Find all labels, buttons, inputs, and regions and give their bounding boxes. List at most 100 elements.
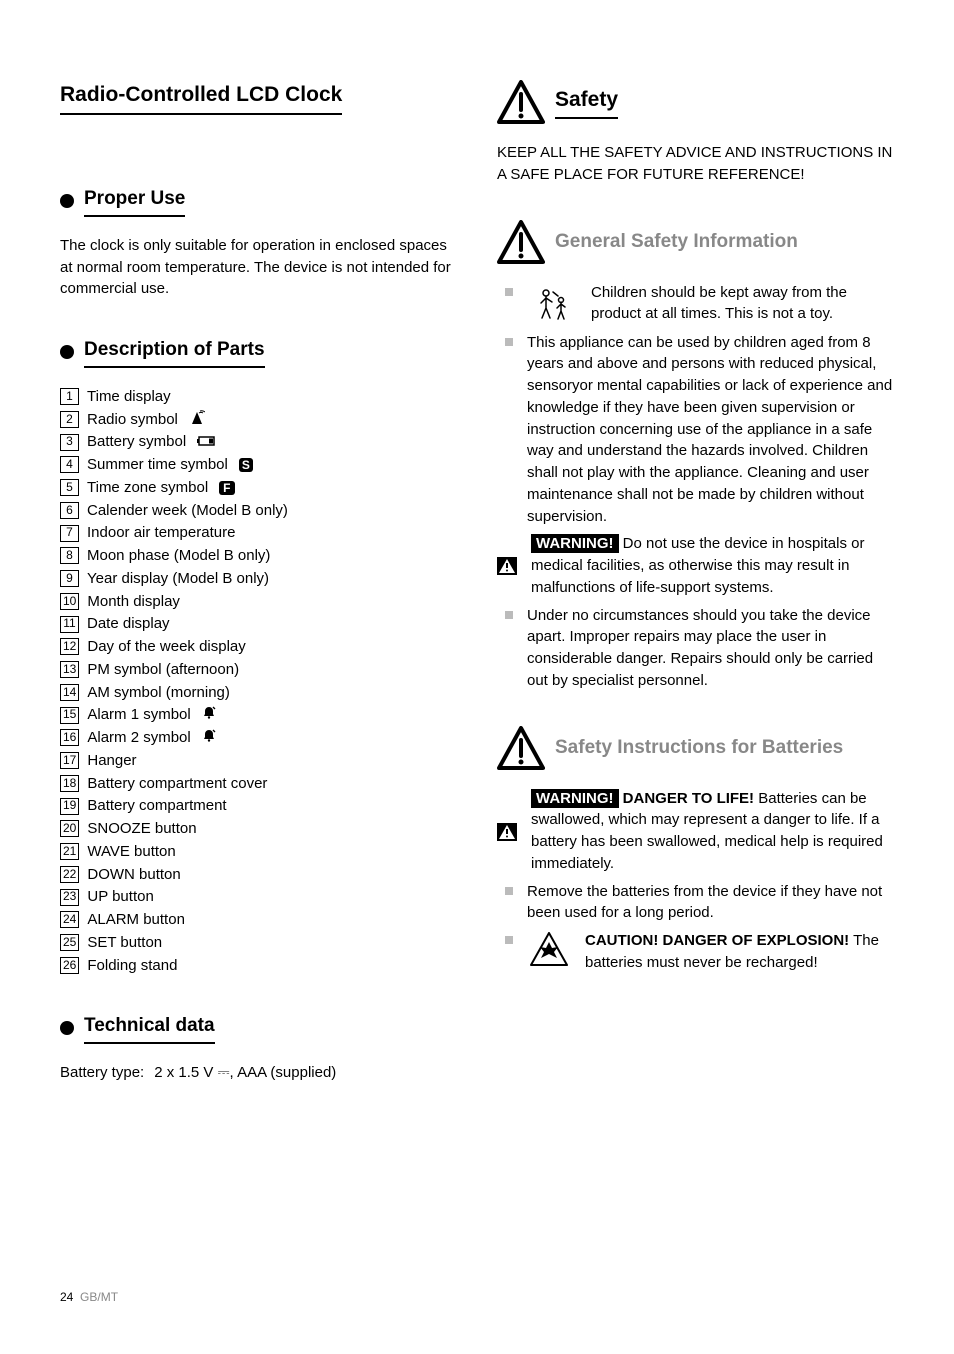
swallow-text: WARNING! DANGER TO LIFE! Batteries can b… — [531, 788, 894, 875]
list-item: 17 Hanger — [60, 750, 457, 772]
part-number-box: 6 — [60, 502, 79, 519]
part-number-box: 26 — [60, 957, 79, 974]
technical-row: Battery type: 2 x 1.5 V ⎓, AAA (supplied… — [60, 1062, 457, 1084]
technical-header: Technical data — [60, 1012, 457, 1044]
list-item: 4Summer time symbolS — [60, 454, 457, 476]
list-item: 24ALARM button — [60, 909, 457, 931]
part-label: Day of the week display — [87, 636, 245, 658]
part-number-box: 4 — [60, 456, 79, 473]
part-label: WAVE button — [87, 841, 175, 863]
explosion-icon — [527, 930, 571, 974]
part-number-box: 7 — [60, 525, 79, 542]
battery-safety-list: WARNING! DANGER TO LIFE! Batteries can b… — [497, 788, 894, 974]
children-text: Children should be kept away from the pr… — [591, 282, 894, 326]
part-label: Indoor air temperature — [87, 522, 235, 544]
safety-intro: KEEP ALL THE SAFETY ADVICE AND INSTRUCTI… — [497, 142, 894, 186]
list-item: 20SNOOZE button — [60, 818, 457, 840]
list-item: 6Calender week (Model B only) — [60, 500, 457, 522]
bullet-dot — [60, 194, 74, 208]
part-number-box: 19 — [60, 798, 79, 815]
general-safety-header: General Safety Information — [497, 220, 894, 264]
part-number-box: 17 — [60, 752, 79, 769]
warning-badge — [497, 789, 517, 875]
part-number-box: 23 — [60, 889, 79, 906]
list-item: WARNING! Do not use the device in hospit… — [497, 533, 894, 598]
list-item: 14 AM symbol (morning) — [60, 682, 457, 704]
part-number-box: 13 — [60, 661, 79, 678]
list-item: 7 Indoor air temperature — [60, 522, 457, 544]
list-item: 16Alarm 2 symbol — [60, 727, 457, 749]
part-number-box: 21 — [60, 843, 79, 860]
part-label: Alarm 2 symbol — [87, 727, 190, 749]
battery-safety-title: Safety Instructions for Batteries — [555, 734, 843, 762]
list-item: CAUTION! DANGER OF EXPLOSION! The batter… — [497, 930, 894, 974]
square-bullet-icon — [505, 288, 513, 296]
warning-badge — [497, 534, 517, 598]
list-item: 23 UP button — [60, 886, 457, 908]
general-safety-list: Children should be kept away from the pr… — [497, 282, 894, 692]
main-title: Radio-Controlled LCD Clock — [60, 80, 342, 115]
part-label: Battery compartment — [87, 795, 226, 817]
part-number-box: 11 — [60, 616, 79, 633]
description-header: Description of Parts — [60, 336, 457, 368]
tech-value: 2 x 1.5 V ⎓, AAA (supplied) — [154, 1062, 336, 1084]
warning-triangle-small-icon — [497, 557, 517, 575]
proper-use-text: The clock is only suitable for operation… — [60, 235, 457, 300]
list-item: 19 Battery compartment — [60, 795, 457, 817]
radio-icon — [189, 409, 205, 431]
part-label: Radio symbol — [87, 409, 178, 431]
tech-label: Battery type: — [60, 1062, 144, 1084]
list-item: 9 Year display (Model B only) — [60, 568, 457, 590]
part-number-box: 9 — [60, 570, 79, 587]
list-item: 15Alarm 1 symbol — [60, 704, 457, 726]
timezone-icon: F — [219, 477, 234, 499]
part-label: Time display — [87, 386, 171, 408]
part-label: Date display — [87, 613, 170, 635]
list-item: Remove the batteries from the device if … — [497, 881, 894, 925]
warning-triangle-icon — [497, 220, 545, 264]
part-number-box: 2 — [60, 411, 79, 428]
part-label: AM symbol (morning) — [87, 682, 230, 704]
keep-away-children-icon — [527, 282, 577, 326]
part-number-box: 8 — [60, 547, 79, 564]
list-item: Under no circumstances should you take t… — [497, 605, 894, 692]
part-number-box: 5 — [60, 479, 79, 496]
remove-text: Remove the batteries from the device if … — [527, 881, 894, 925]
part-label: Hanger — [87, 750, 136, 772]
hospital-text: WARNING! Do not use the device in hospit… — [531, 533, 894, 598]
part-label: Year display (Model B only) — [87, 568, 269, 590]
list-item: 8 Moon phase (Model B only) — [60, 545, 457, 567]
bell-icon — [202, 727, 216, 749]
right-column: Safety KEEP ALL THE SAFETY ADVICE AND IN… — [497, 80, 894, 1084]
part-number-box: 12 — [60, 638, 79, 655]
list-item: Children should be kept away from the pr… — [497, 282, 894, 326]
part-number-box: 20 — [60, 820, 79, 837]
list-item: 10Month display — [60, 591, 457, 613]
part-label: UP button — [87, 886, 153, 908]
battery-safety-header: Safety Instructions for Batteries — [497, 726, 894, 770]
explosion-text: CAUTION! DANGER OF EXPLOSION! The batter… — [585, 930, 894, 974]
page-number: 24 — [60, 1290, 73, 1304]
list-item: 5 Time zone symbol F — [60, 477, 457, 499]
part-label: ALARM button — [87, 909, 185, 931]
technical-title: Technical data — [84, 1012, 215, 1044]
part-label: Folding stand — [87, 955, 177, 977]
bullet-dot — [60, 345, 74, 359]
list-item: 13PM symbol (afternoon) — [60, 659, 457, 681]
battery-icon — [197, 431, 217, 453]
list-item: 2 Radio symbol — [60, 409, 457, 431]
list-item: 3Battery symbol — [60, 431, 457, 453]
page-region: GB/MT — [80, 1290, 118, 1304]
warning-triangle-small-icon — [497, 823, 517, 841]
bell-icon — [202, 704, 216, 726]
part-label: Moon phase (Model B only) — [87, 545, 270, 567]
list-item: 11 Date display — [60, 613, 457, 635]
supervision-text: This appliance can be used by children a… — [527, 332, 894, 528]
list-item: 22DOWN button — [60, 864, 457, 886]
general-safety-title: General Safety Information — [555, 228, 798, 256]
part-label: Battery compartment cover — [87, 773, 267, 795]
part-label: Time zone symbol — [87, 477, 208, 499]
part-label: Battery symbol — [87, 431, 186, 453]
part-number-box: 14 — [60, 684, 79, 701]
warning-label: WARNING! — [531, 789, 619, 808]
